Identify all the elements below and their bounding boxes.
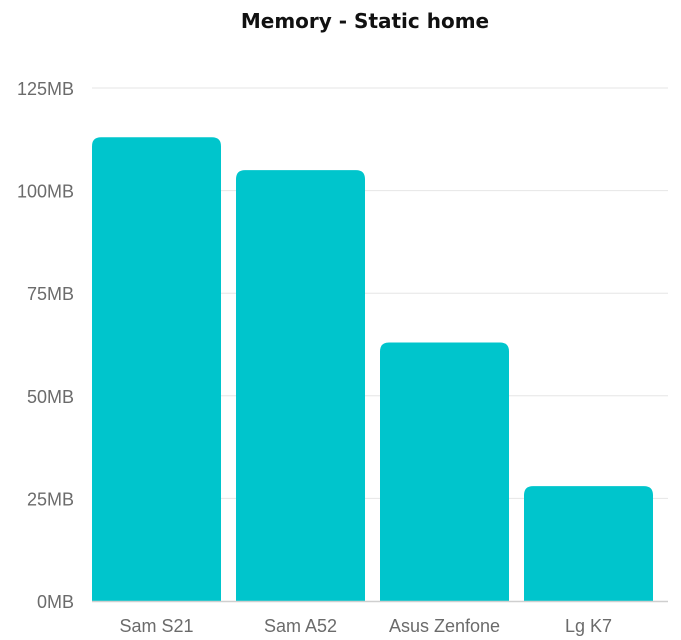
y-tick-label: 75MB	[27, 284, 74, 304]
bar-sam-a52	[236, 170, 365, 601]
bar-lg-k7	[524, 486, 653, 601]
y-tick-label: 25MB	[27, 489, 74, 509]
y-tick-label: 125MB	[17, 79, 74, 99]
x-tick-label: Asus Zenfone	[389, 616, 500, 636]
x-tick-label: Lg K7	[565, 616, 612, 636]
x-tick-label: Sam A52	[264, 616, 337, 636]
y-axis-ticks: 0MB 25MB 50MB 75MB 100MB 125MB	[17, 79, 74, 612]
chart-title: Memory - Static home	[241, 9, 489, 33]
bars	[92, 137, 653, 602]
bar-sam-s21	[92, 137, 221, 602]
x-axis-labels: Sam S21 Sam A52 Asus Zenfone Lg K7	[119, 616, 612, 636]
bar-asus-zenfone	[380, 342, 509, 601]
y-tick-label: 0MB	[37, 592, 74, 612]
y-tick-label: 50MB	[27, 387, 74, 407]
y-tick-label: 100MB	[17, 182, 74, 202]
x-tick-label: Sam S21	[119, 616, 193, 636]
